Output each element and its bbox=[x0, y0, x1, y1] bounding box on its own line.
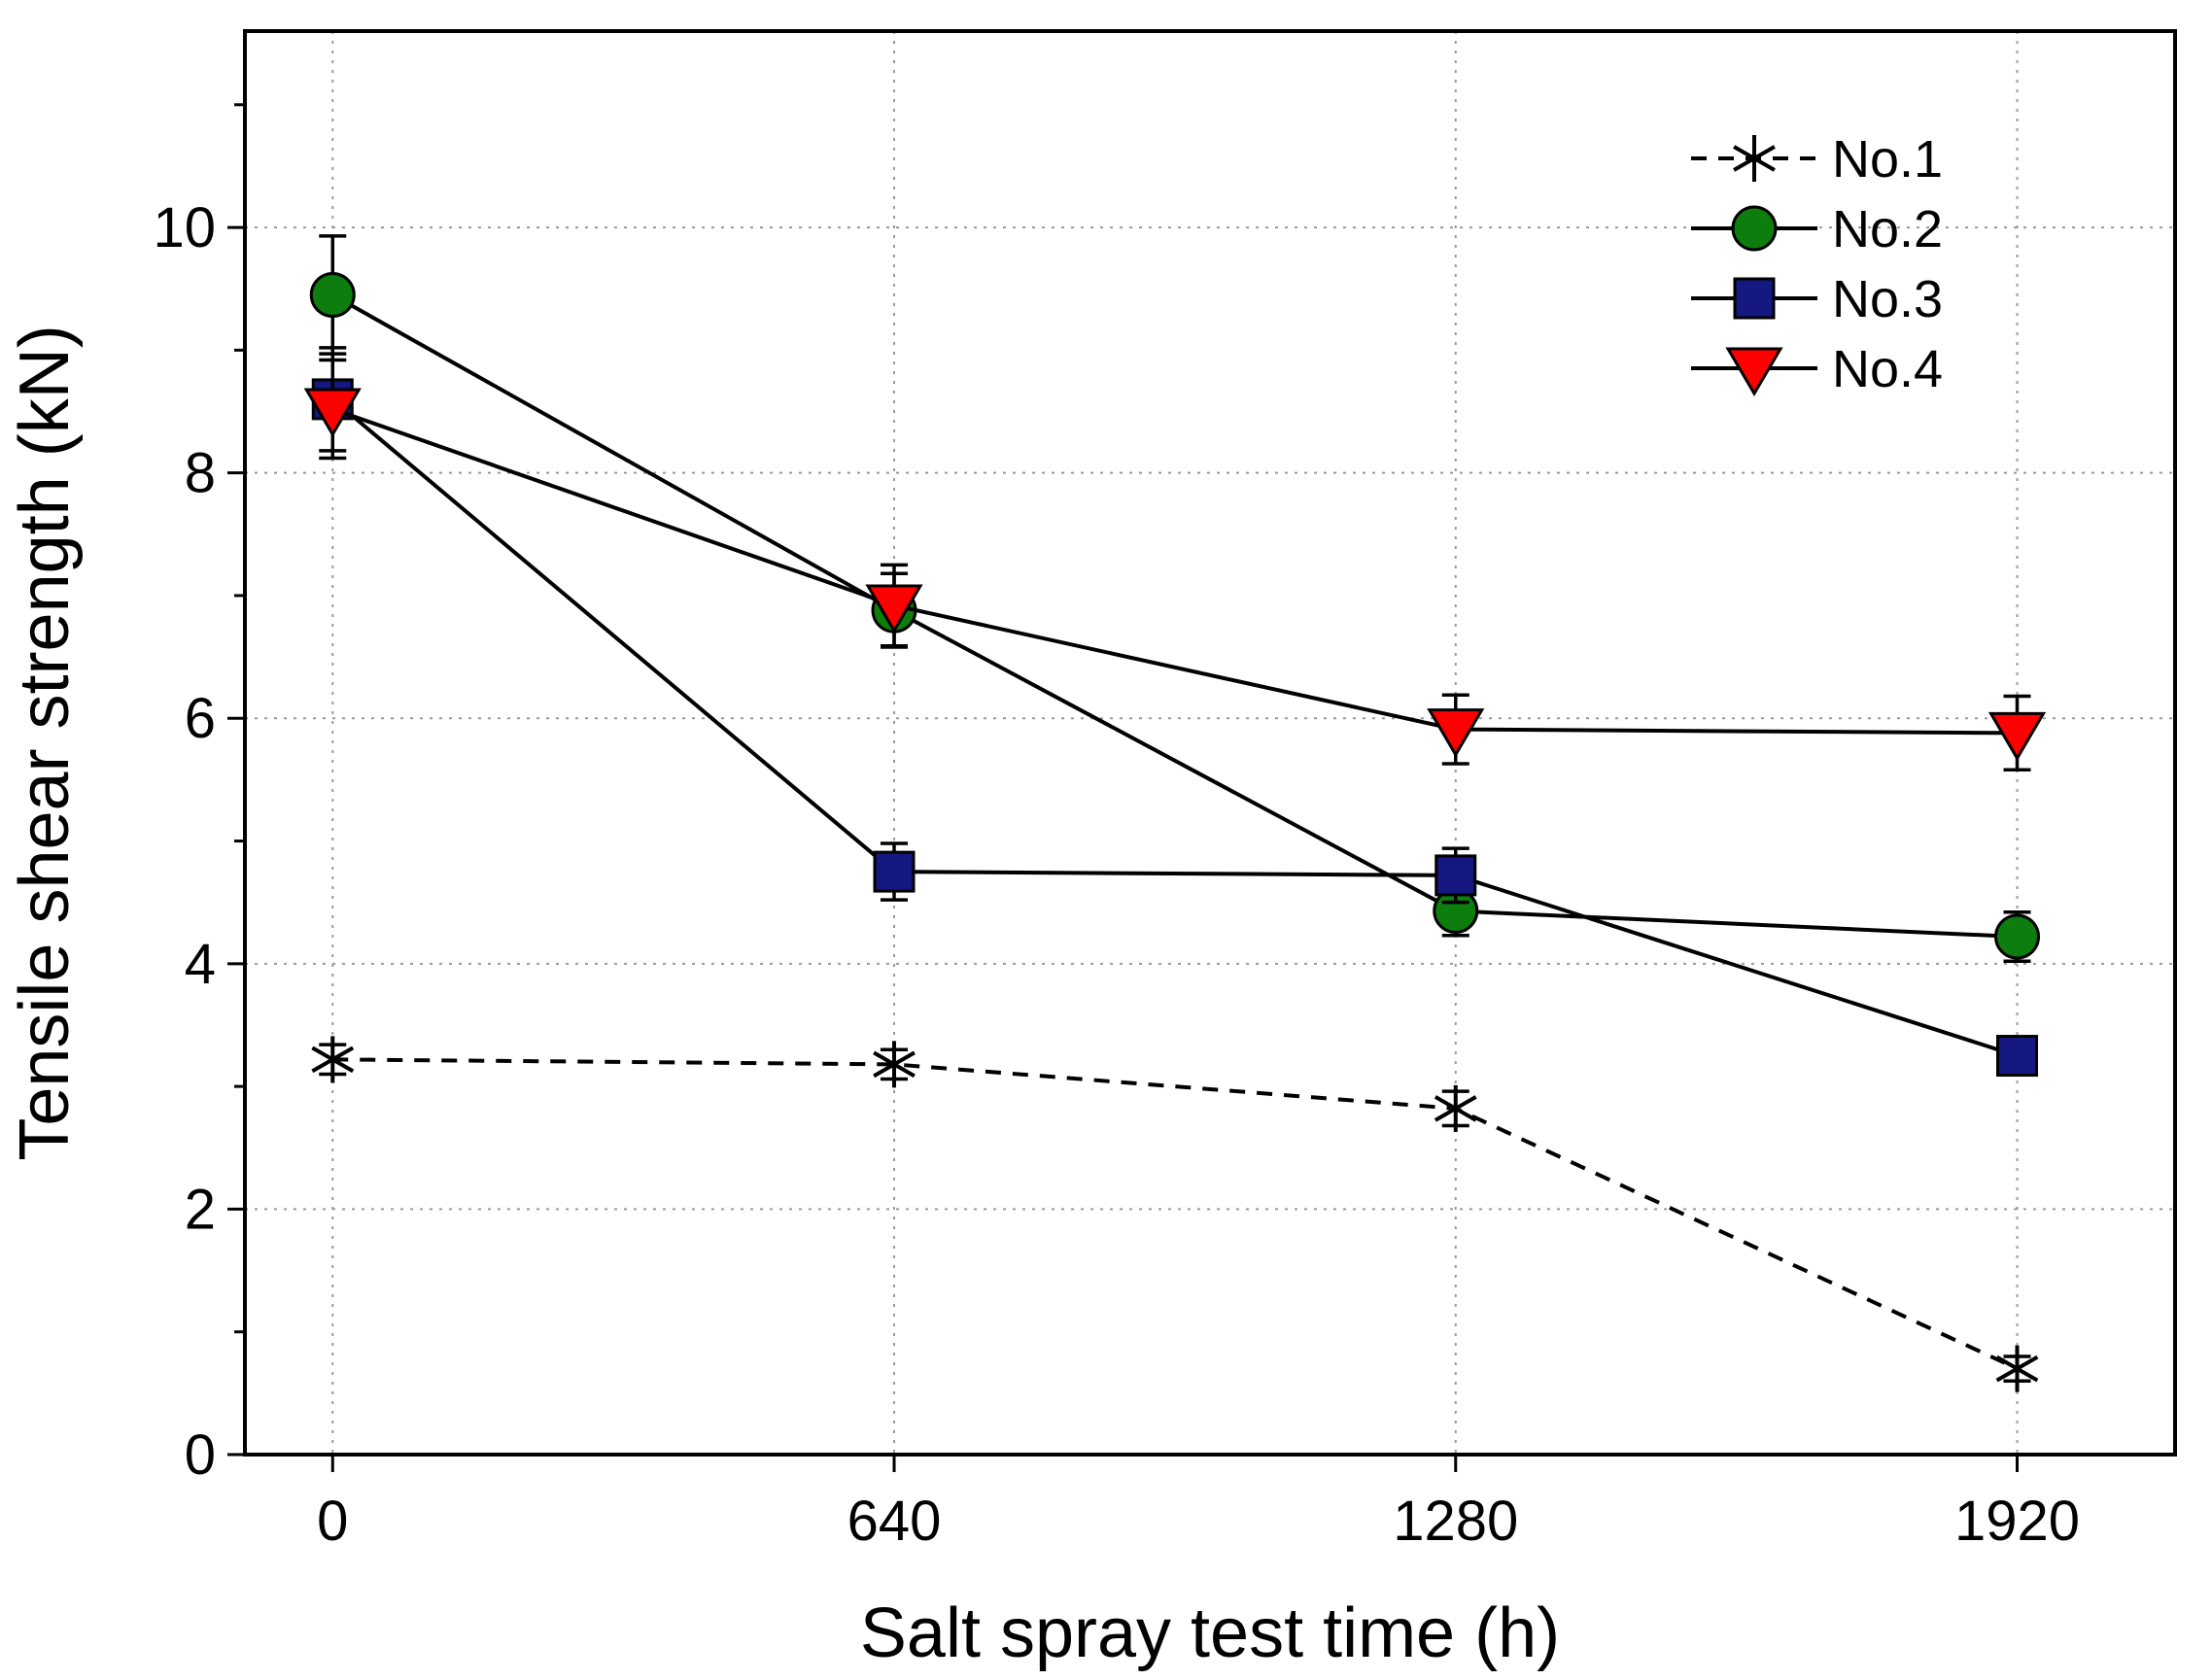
legend-marker bbox=[1734, 135, 1775, 182]
data-point-no4 bbox=[1430, 710, 1482, 755]
data-point-no3 bbox=[1998, 1037, 2037, 1076]
series-layer bbox=[306, 236, 2043, 1392]
x-tick-label: 1920 bbox=[1954, 1490, 2080, 1553]
data-point-no3 bbox=[1436, 856, 1475, 895]
series-no4 bbox=[306, 360, 2043, 770]
y-tick-label: 6 bbox=[185, 687, 216, 750]
legend-label: No.2 bbox=[1832, 200, 1943, 258]
legend-item-no1: No.1 bbox=[1691, 130, 1943, 189]
x-tick-label: 0 bbox=[317, 1490, 348, 1553]
data-point-no4 bbox=[1991, 713, 2044, 758]
y-tick-label: 8 bbox=[185, 442, 216, 505]
series-line-no4 bbox=[332, 409, 2017, 733]
legend-marker bbox=[1728, 349, 1780, 394]
y-tick-label: 4 bbox=[185, 933, 216, 996]
y-tick-label: 0 bbox=[185, 1423, 216, 1487]
legend: No.1 No.2 No.3 No.4 bbox=[1691, 130, 1943, 398]
y-tick-label: 10 bbox=[153, 196, 216, 259]
legend-label: No.4 bbox=[1832, 340, 1943, 398]
data-point-no2 bbox=[311, 274, 354, 317]
data-point-no1 bbox=[1435, 1085, 1476, 1132]
series-line-no1 bbox=[332, 1059, 2017, 1368]
legend-item-no2: No.2 bbox=[1691, 200, 1943, 258]
legend-label: No.3 bbox=[1832, 270, 1943, 328]
x-axis-title: Salt spray test time (h) bbox=[860, 1594, 1560, 1672]
series-no3 bbox=[313, 348, 2036, 1076]
data-point-no3 bbox=[875, 852, 914, 891]
data-point-no1 bbox=[1997, 1346, 2038, 1392]
data-point-no2 bbox=[1996, 915, 2039, 958]
series-no1 bbox=[312, 1036, 2037, 1391]
x-tick-label: 640 bbox=[847, 1490, 942, 1553]
legend-item-no4: No.4 bbox=[1691, 340, 1943, 398]
legend-label: No.1 bbox=[1832, 130, 1943, 189]
axes: 0 2 4 6 8 10 0 640 1280 1920 bbox=[153, 105, 2080, 1553]
series-line-no2 bbox=[332, 295, 2017, 938]
legend-item-no3: No.3 bbox=[1691, 270, 1943, 328]
legend-marker bbox=[1735, 279, 1774, 318]
x-tick-label: 1280 bbox=[1393, 1490, 1518, 1553]
legend-marker bbox=[1733, 207, 1776, 250]
y-axis-title: Tensile shear strength (kN) bbox=[6, 325, 84, 1160]
y-tick-label: 2 bbox=[185, 1178, 216, 1241]
chart: 0 2 4 6 8 10 0 640 1280 1920 Salt spray test time… bbox=[0, 0, 2212, 1680]
